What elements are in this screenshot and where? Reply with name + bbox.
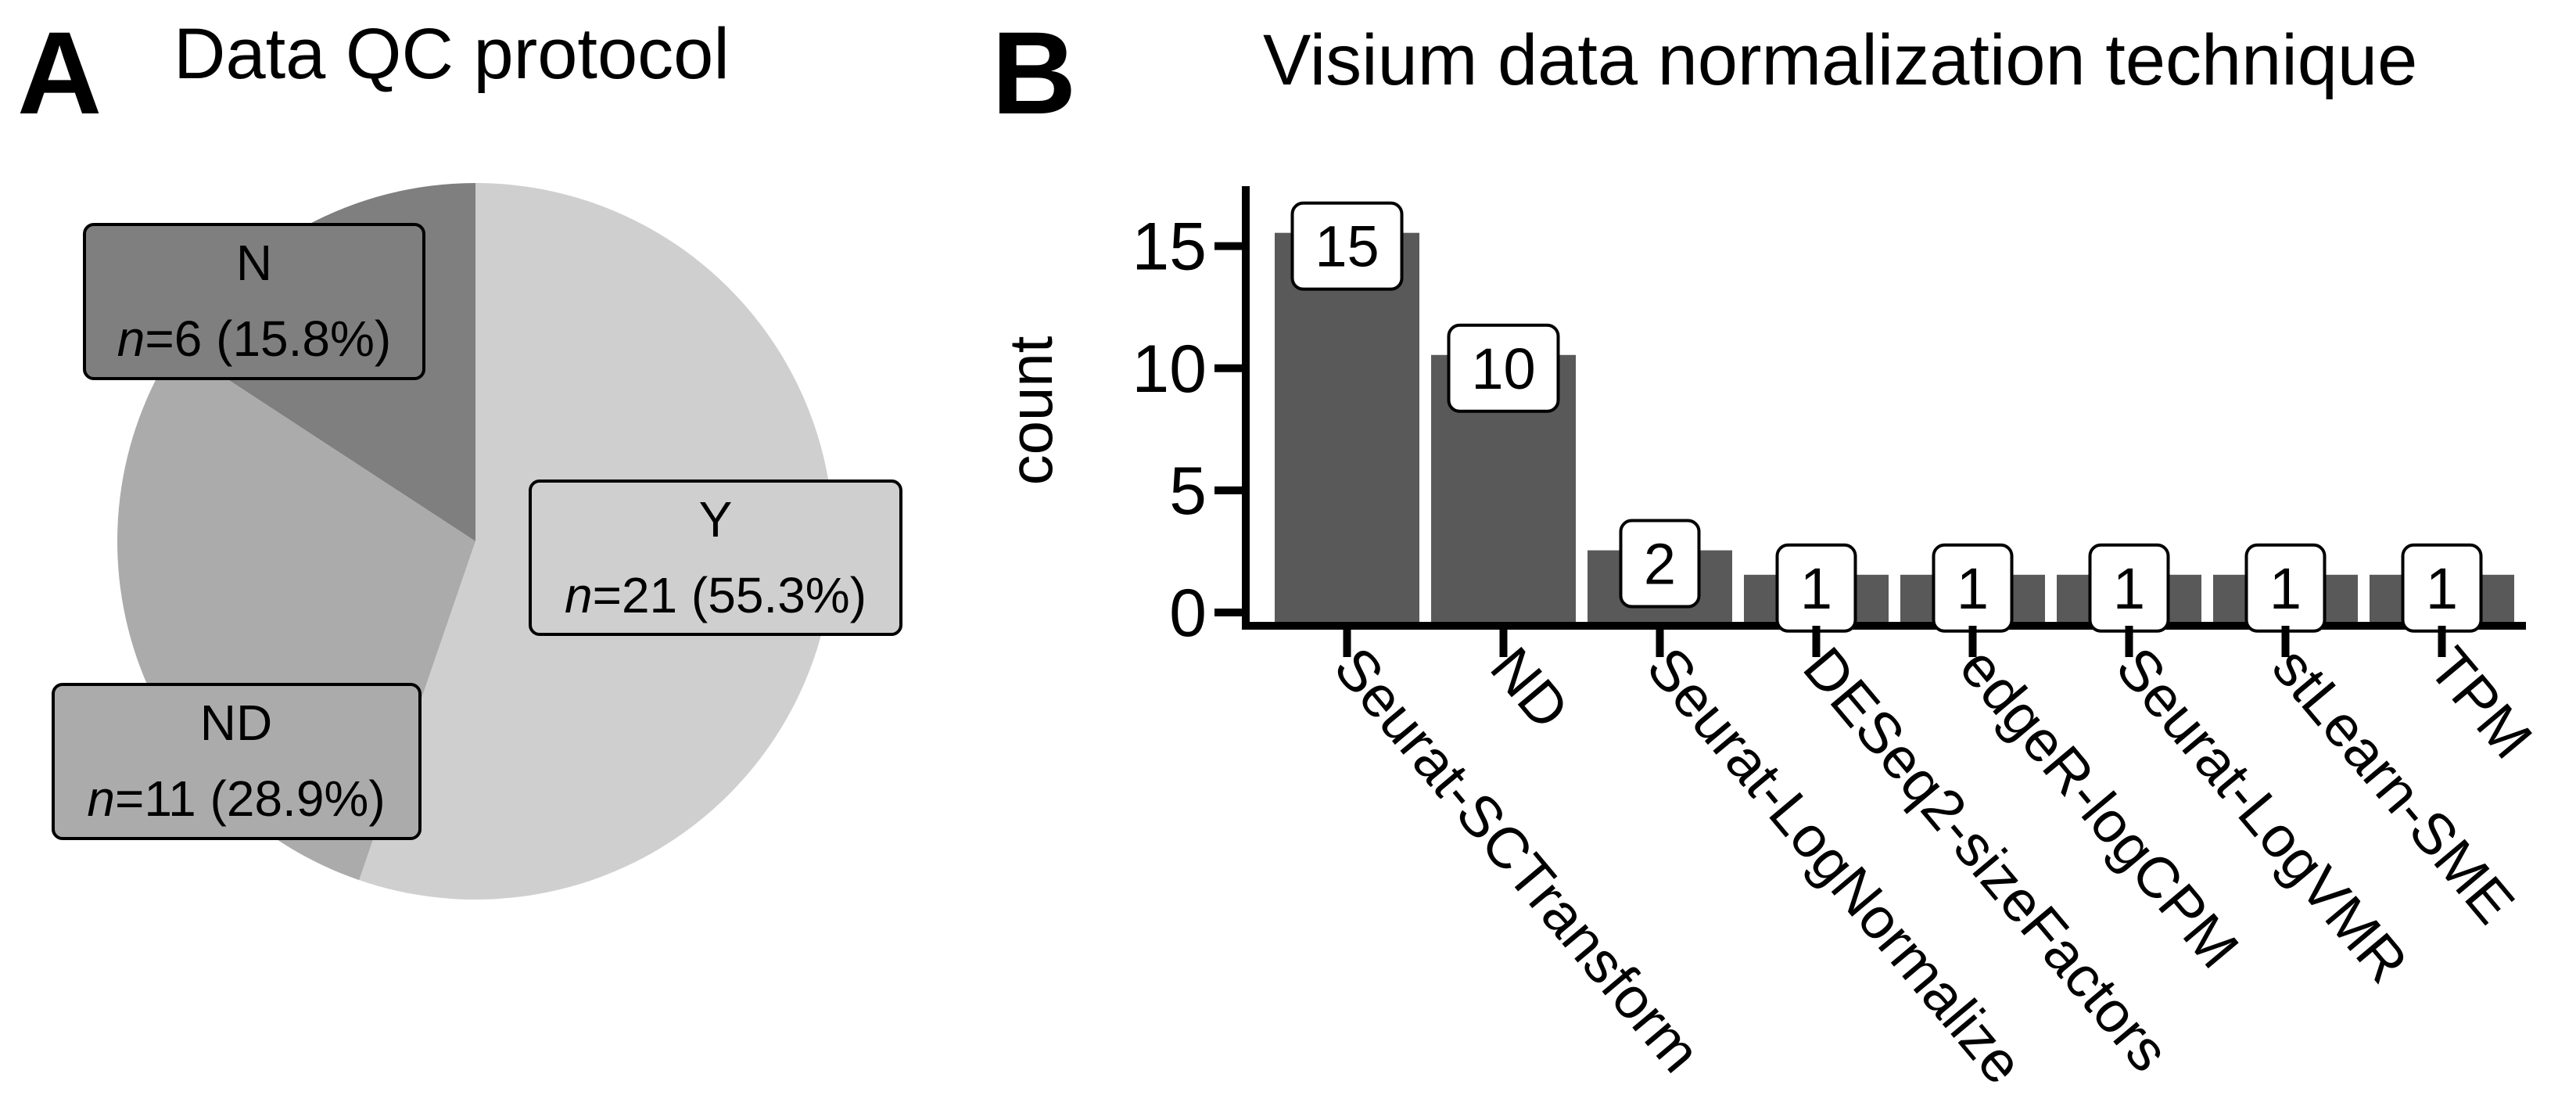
pie-label-nd-name: ND [200,695,272,751]
y-tick-label-10: 10 [1132,332,1207,407]
bar-value-label-3: 2 [1644,532,1676,597]
pie-chart-title: Data QC protocol [174,14,730,94]
x-tick-label-2: ND [1478,635,1581,741]
bar-value-label-7: 1 [2269,556,2302,621]
bar-value-label-2: 10 [1471,336,1535,401]
bar-1 [1275,232,1419,626]
bar-value-box-1 [1290,201,1404,291]
pie-label-y-count: n=21 (55.3%) [565,567,866,623]
bar-value-box-2 [1447,323,1560,413]
x-tick-label-8: TPM [2416,635,2545,770]
y-axis-title: count [996,336,1065,485]
pie-label-n: N n=6 (15.8%) [83,223,425,380]
bar-value-label-4: 1 [1800,556,1832,621]
pie-label-nd-count: n=11 (28.9%) [87,770,385,827]
pie-label-n-count: n=6 (15.8%) [117,311,391,367]
bar-value-label-5: 1 [1957,556,1989,621]
bar-chart-title: Visium data normalization technique [1263,20,2417,100]
x-tick-label-6: Seurat-LogVMR [2104,635,2420,995]
pie-label-y: Y n=21 (55.3%) [529,479,902,636]
pie-label-n-name: N [236,235,272,291]
y-tick-label-0: 0 [1169,576,1207,651]
bar-value-box-3 [1619,519,1701,609]
y-tick-label-5: 5 [1169,454,1207,529]
pie-label-y-name: Y [699,491,733,548]
bar-value-label-8: 1 [2426,556,2458,621]
x-tick-label-5: edgeR-logCPM [1947,635,2251,980]
bar-value-label-1: 15 [1315,214,1379,279]
y-tick-label-15: 15 [1132,210,1207,285]
bar-value-label-6: 1 [2113,556,2145,621]
panel-b-letter: B [992,7,1076,138]
pie-label-nd: ND n=11 (28.9%) [52,683,422,840]
panel-a-letter: A [17,7,102,138]
